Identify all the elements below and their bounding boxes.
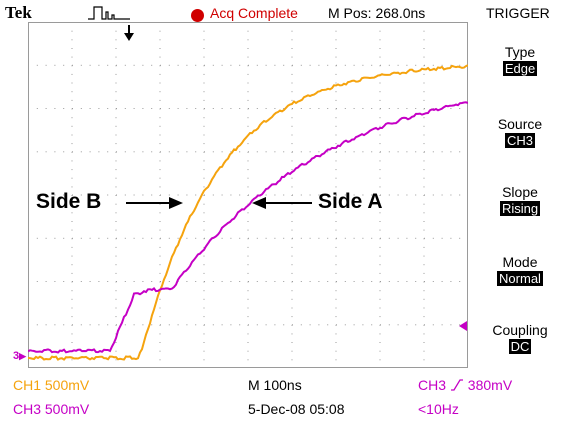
rising-edge-icon: [450, 379, 463, 391]
trigger-position-arrow-icon: [124, 25, 134, 41]
date-time-readout: 5-Dec-08 05:08: [248, 401, 345, 417]
menu-coupling[interactable]: Coupling DC: [468, 322, 572, 356]
menu-type[interactable]: Type Edge: [468, 44, 572, 78]
menu-slope-label: Slope: [502, 184, 538, 200]
trigger-pulse-icon: [88, 6, 130, 20]
menu-source[interactable]: Source CH3: [468, 116, 572, 150]
menu-coupling-value: DC: [508, 339, 532, 354]
ch3-scale-readout: CH3 500mV: [13, 401, 90, 417]
horizontal-position-readout: M Pos: 268.0ns: [328, 5, 426, 21]
ch3-waveform: [28, 101, 468, 354]
menu-mode[interactable]: Mode Normal: [468, 254, 572, 288]
acquisition-status: Acq Complete: [210, 5, 298, 21]
trigger-frequency-readout: <10Hz: [418, 401, 459, 417]
menu-type-label: Type: [504, 44, 536, 60]
side-b-label: Side B: [36, 190, 102, 213]
timebase-readout: M 100ns: [248, 377, 302, 393]
menu-coupling-label: Coupling: [492, 322, 548, 338]
trigger-level-readout: 380mV: [467, 377, 513, 393]
menu-mode-label: Mode: [502, 254, 538, 270]
side-b-arrow-icon: [126, 197, 183, 209]
trigger-readout: CH3 380mV: [418, 377, 512, 393]
menu-slope-value: Rising: [499, 201, 541, 216]
ch1-waveform: [28, 64, 468, 361]
waveform-graticule: [28, 22, 468, 368]
side-a-arrow-icon: [252, 197, 312, 209]
menu-mode-value: Normal: [497, 271, 543, 286]
menu-slope[interactable]: Slope Rising: [468, 184, 572, 218]
menu-source-value: CH3: [504, 133, 535, 148]
acquisition-indicator-icon: [191, 9, 204, 22]
side-menu-title: TRIGGER: [486, 5, 550, 21]
ch1-scale-readout: CH1 500mV: [13, 377, 90, 393]
ch3-ground-marker: 3▶: [13, 350, 27, 362]
graticule-grid: [28, 22, 468, 368]
menu-type-value: Edge: [502, 61, 538, 76]
menu-source-label: Source: [497, 116, 543, 132]
trigger-level-arrow-icon: [459, 321, 467, 331]
brand-logo: Tek: [5, 3, 32, 22]
side-a-label: Side A: [318, 190, 383, 213]
trigger-source-readout: CH3: [418, 377, 447, 393]
